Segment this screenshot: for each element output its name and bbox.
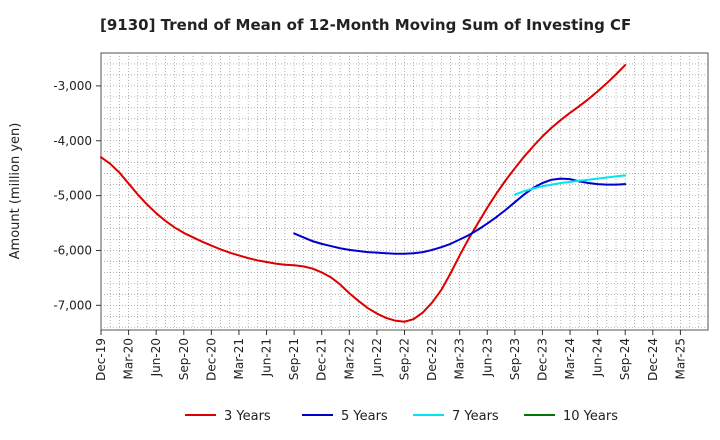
x-tick-label: Dec-20 (204, 338, 218, 381)
x-tick-label: Mar-21 (232, 338, 246, 379)
legend-label-10-years: 10 Years (563, 409, 618, 424)
x-tick-label: Jun-21 (260, 338, 274, 377)
x-tick-label: Mar-24 (563, 338, 577, 379)
x-tick-label: Mar-20 (122, 338, 136, 379)
x-tick-label: Sep-24 (618, 338, 632, 380)
y-axis-ticks: -3,000 -4,000 -5,000 -6,000 -7,000 (53, 79, 101, 312)
x-tick-label: Mar-25 (673, 338, 687, 379)
legend-label-7-years: 7 Years (452, 409, 499, 424)
x-axis-ticks: Dec-19 Mar-20 Jun-20 Sep-20 Dec-20 Mar-21 Jun-… (94, 330, 687, 381)
grid-lines (101, 53, 708, 330)
chart-title: [9130] Trend of Mean of 12-Month Moving … (100, 16, 631, 34)
x-tick-label: Sep-21 (287, 338, 301, 380)
x-tick-label: Dec-23 (535, 338, 549, 381)
x-tick-label: Dec-19 (94, 338, 108, 381)
y-tick-label: -6,000 (53, 243, 92, 257)
series-lines (100, 64, 627, 323)
x-tick-label: Dec-24 (646, 338, 660, 381)
x-tick-label: Mar-22 (342, 338, 356, 379)
x-tick-label: Dec-21 (315, 338, 329, 381)
x-tick-label: Jun-23 (480, 338, 494, 377)
series-line-5-years (293, 177, 627, 255)
x-tick-label: Mar-23 (453, 338, 467, 379)
x-tick-label: Jun-22 (370, 338, 384, 377)
y-tick-label: -3,000 (53, 79, 92, 93)
series-line-7-years (513, 174, 627, 196)
x-tick-label: Sep-22 (398, 338, 412, 380)
x-tick-label: Dec-22 (425, 338, 439, 381)
legend-label-3-years: 3 Years (224, 409, 271, 424)
x-tick-label: Sep-23 (508, 338, 522, 380)
x-tick-label: Jun-20 (149, 338, 163, 377)
y-tick-label: -4,000 (53, 134, 92, 148)
y-tick-label: -7,000 (53, 298, 92, 312)
legend-label-5-years: 5 Years (341, 409, 388, 424)
y-axis-label: Amount (million yen) (8, 123, 23, 260)
series-line-3-years (100, 64, 627, 323)
x-tick-label: Jun-24 (591, 338, 605, 377)
x-tick-label: Sep-20 (177, 338, 191, 380)
legend: 3 Years 5 Years 7 Years 10 Years (185, 409, 618, 424)
y-tick-label: -5,000 (53, 189, 92, 203)
